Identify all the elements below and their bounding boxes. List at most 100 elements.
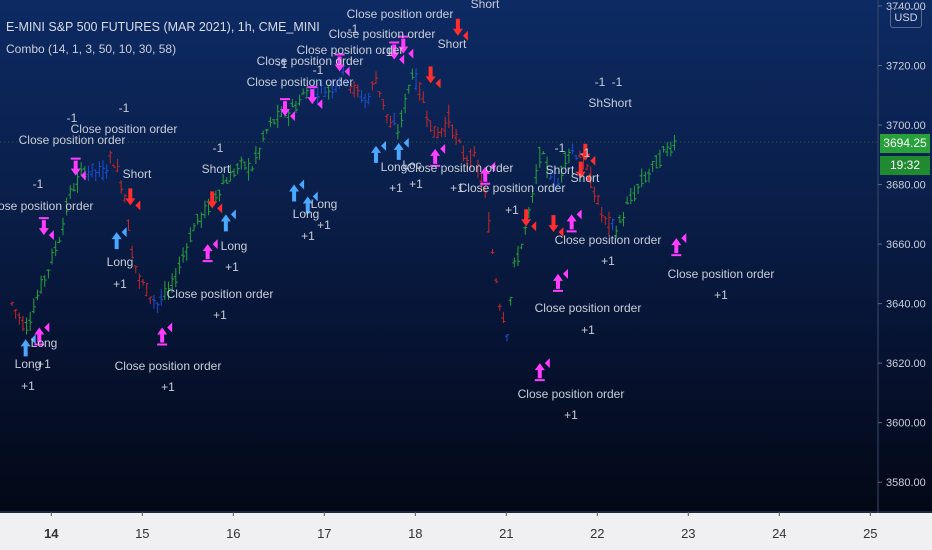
entry-marker-icon xyxy=(681,233,687,244)
entry-marker-icon xyxy=(462,30,468,41)
signal-label: Loc xyxy=(402,158,421,172)
y-tick-label: 3620.00 xyxy=(886,358,926,370)
signal-label: Close position order xyxy=(167,287,274,301)
signal-label: -1 xyxy=(348,22,359,36)
symbol-title[interactable]: E-MINI S&P 500 FUTURES (MAR 2021), 1h, C… xyxy=(6,20,320,34)
signal-label: -1 xyxy=(595,75,606,89)
signal-label: +1 xyxy=(581,323,595,337)
y-tick-label: 3640.00 xyxy=(886,299,926,311)
entry-marker-icon xyxy=(290,111,295,122)
signal-label: Long xyxy=(107,255,134,269)
close-up-arrow-icon xyxy=(202,244,213,263)
x-tick-label: 16 xyxy=(226,526,240,541)
x-axis-panel xyxy=(0,513,932,550)
signal-label: +1 xyxy=(450,181,464,195)
x-tick-label: 18 xyxy=(408,526,422,541)
last-price-tag: 3694.25 xyxy=(880,134,930,153)
signal-label: +1 xyxy=(161,380,175,394)
close-down-arrow-icon xyxy=(389,41,400,60)
entry-marker-icon xyxy=(585,173,591,184)
entry-marker-icon xyxy=(217,203,223,214)
signal-label: Close position order xyxy=(518,387,625,401)
x-tick-label: 17 xyxy=(317,526,331,541)
signal-label: Close position order xyxy=(668,267,775,281)
entry-marker-icon xyxy=(121,227,127,238)
currency-label[interactable]: USD xyxy=(890,8,922,28)
x-tick-label: 25 xyxy=(863,526,877,541)
long-arrow-icon xyxy=(289,184,300,202)
signal-label: +1 xyxy=(213,308,227,322)
signal-label: Close position order xyxy=(247,75,354,89)
signal-label: Short xyxy=(571,171,600,185)
y-tick-label: 3600.00 xyxy=(886,418,926,430)
signal-label: Close position order xyxy=(19,133,126,147)
close-up-arrow-icon xyxy=(430,148,441,167)
signal-label: Close position order xyxy=(297,43,404,57)
short-arrow-icon xyxy=(125,188,136,206)
x-tick-label: 24 xyxy=(772,526,786,541)
entry-marker-icon xyxy=(399,54,405,65)
signal-label: -1 xyxy=(580,146,591,160)
entry-marker-icon xyxy=(135,200,141,211)
signal-label: Close position order xyxy=(257,54,364,68)
entry-marker-icon xyxy=(440,143,446,154)
signal-label: -1 xyxy=(67,111,78,125)
entry-marker-icon xyxy=(576,209,582,220)
signal-label: Long xyxy=(15,357,42,371)
entry-marker-icon xyxy=(312,191,318,202)
x-tick-label: 23 xyxy=(681,526,695,541)
close-down-arrow-icon xyxy=(307,86,318,105)
signal-label: -1 xyxy=(277,57,288,71)
signal-label: Close position order xyxy=(115,359,222,373)
entry-marker-icon xyxy=(48,230,54,241)
y-tick-label: 3660.00 xyxy=(886,239,926,251)
short-arrow-icon xyxy=(521,209,532,227)
signal-label: Close position order xyxy=(555,233,662,247)
entry-marker-icon xyxy=(590,155,596,166)
signal-label: +1 xyxy=(714,288,728,302)
close-down-arrow-icon xyxy=(280,98,290,117)
entry-marker-icon xyxy=(531,221,537,232)
close-up-arrow-icon xyxy=(480,166,491,185)
signal-label: -1 xyxy=(313,63,324,77)
y-tick-label: 3700.00 xyxy=(886,120,926,132)
close-down-arrow-icon xyxy=(70,157,81,176)
signal-label: +1 xyxy=(37,357,51,371)
long-arrow-icon xyxy=(20,339,31,357)
short-arrow-icon xyxy=(580,143,591,161)
close-up-arrow-icon xyxy=(34,327,45,346)
entry-marker-icon xyxy=(212,239,218,250)
bar-countdown: 19:32 xyxy=(880,156,930,175)
entry-marker-icon xyxy=(44,322,50,333)
long-arrow-icon xyxy=(111,232,122,250)
signal-label: -1 xyxy=(119,101,130,115)
signal-label: -1 xyxy=(382,45,393,59)
long-arrow-icon xyxy=(371,145,381,163)
x-tick-label: 21 xyxy=(499,526,513,541)
y-tick-label: 3720.00 xyxy=(886,60,926,72)
entry-marker-icon xyxy=(80,170,86,181)
entry-marker-icon xyxy=(435,78,441,89)
signal-label: +1 xyxy=(505,203,519,217)
signal-label: Close position order xyxy=(407,161,514,175)
entry-marker-icon xyxy=(167,322,173,333)
signal-label: Long xyxy=(311,197,338,211)
entry-marker-icon xyxy=(558,227,564,238)
signal-label: +1 xyxy=(301,229,315,243)
signal-label: ShShort xyxy=(588,96,632,110)
entry-marker-icon xyxy=(381,140,386,151)
signals xyxy=(20,18,687,382)
signal-label: +1 xyxy=(225,260,239,274)
y-tick-label: 3580.00 xyxy=(886,477,926,489)
signal-label: Close position order xyxy=(0,199,93,213)
signal-label: Short xyxy=(471,0,500,11)
signal-labels: Close position order Short Close position … xyxy=(0,0,774,422)
study-legend[interactable]: Combo (14, 1, 3, 50, 10, 30, 58) xyxy=(6,42,177,56)
entry-marker-icon xyxy=(230,209,236,220)
close-down-arrow-icon xyxy=(398,35,409,54)
signal-label: +1 xyxy=(564,408,578,422)
short-arrow-icon xyxy=(575,161,586,179)
entry-marker-icon xyxy=(563,268,568,279)
